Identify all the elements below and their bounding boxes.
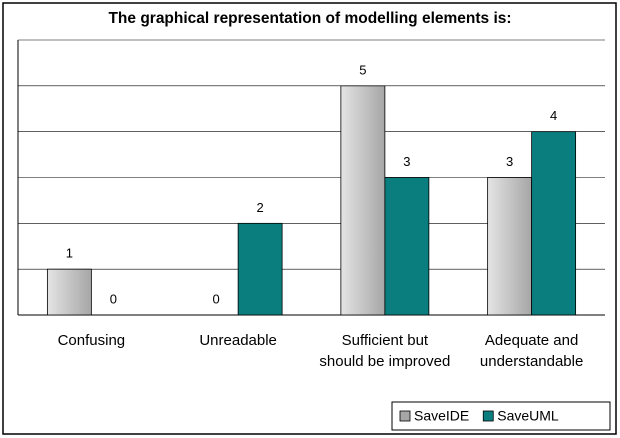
data-label: 4 xyxy=(550,108,557,123)
data-label: 0 xyxy=(110,291,117,306)
legend-label: SaveUML xyxy=(497,408,559,424)
legend-swatch xyxy=(482,410,494,422)
data-label: 2 xyxy=(257,200,264,215)
bar xyxy=(384,177,430,316)
legend-label: SaveIDE xyxy=(414,408,469,424)
data-label: 0 xyxy=(213,291,220,306)
legend-swatch xyxy=(399,410,411,422)
data-label: 3 xyxy=(506,154,513,169)
x-tick-label: Sufficient but should be improved xyxy=(319,332,451,370)
x-tick-label: Confusing xyxy=(57,332,126,349)
chart-title: The graphical representation of modellin… xyxy=(108,10,511,27)
bar xyxy=(487,177,533,316)
bar xyxy=(237,222,283,316)
x-tick-label: Unreadable xyxy=(199,332,277,349)
x-tick-label: Adequate and understandable xyxy=(479,332,584,370)
bar xyxy=(340,85,386,316)
data-label: 3 xyxy=(403,154,410,169)
legend-box xyxy=(391,401,611,431)
bar xyxy=(46,268,92,316)
data-label: 5 xyxy=(359,62,366,77)
data-label: 1 xyxy=(66,246,73,261)
bar xyxy=(531,131,577,316)
